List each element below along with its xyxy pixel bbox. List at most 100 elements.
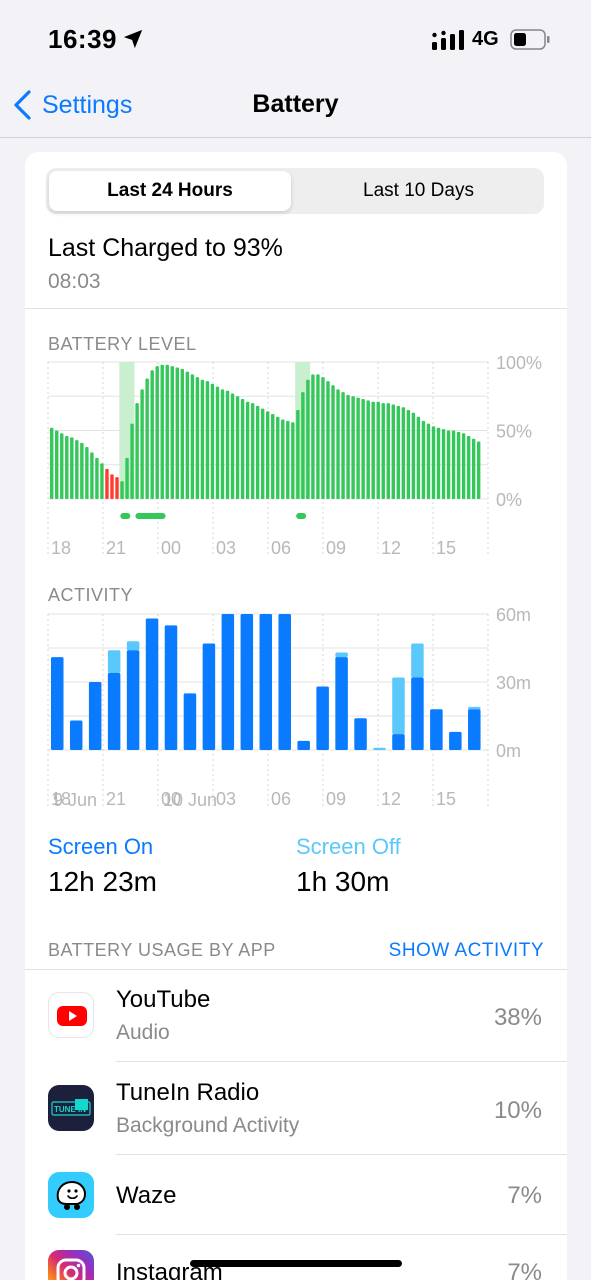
- battery-bar: [230, 393, 235, 499]
- battery-icon: [510, 29, 550, 50]
- app-row-tunein[interactable]: TUNE IN TuneIn Radio Background Activity…: [25, 1062, 567, 1155]
- screen-on-bar: [278, 614, 291, 750]
- battery-bar: [145, 378, 149, 499]
- screen-on-bar: [183, 693, 197, 750]
- y-tick-label: 0%: [496, 490, 522, 510]
- status-bar: 16:39 4G: [0, 0, 591, 80]
- x-tick-label: 18: [51, 789, 71, 809]
- battery-bar: [155, 366, 159, 499]
- battery-bar: [175, 367, 179, 499]
- battery-bar: [210, 383, 215, 499]
- youtube-icon: [48, 992, 94, 1038]
- battery-level-label: BATTERY LEVEL: [48, 334, 197, 354]
- battery-bar: [185, 371, 190, 499]
- battery-bar: [391, 404, 395, 499]
- battery-bar: [331, 385, 335, 499]
- page-title: Battery: [252, 90, 339, 118]
- screen-on-bar: [126, 650, 140, 750]
- screen-off-bar: [392, 677, 405, 735]
- screen-off-bar: [335, 652, 348, 658]
- app-row-waze[interactable]: Waze 7%: [25, 1155, 567, 1235]
- x-tick-label: 12: [381, 538, 401, 558]
- battery-bar: [120, 481, 124, 499]
- x-tick-label: 21: [106, 789, 126, 809]
- home-indicator[interactable]: [190, 1260, 402, 1267]
- y-tick-label: 30m: [496, 673, 531, 693]
- activity-chart[interactable]: 60m 30m 0m 18 21 00 03 06 09 12 15 9 Jun 10 Jun: [25, 152, 567, 832]
- battery-bar: [361, 398, 365, 499]
- battery-bar: [376, 401, 380, 499]
- screen-on-bar: [88, 682, 102, 750]
- battery-bar: [336, 389, 340, 499]
- screen-on-bar: [240, 614, 254, 750]
- battery-bar: [296, 409, 300, 499]
- screen-on-bar: [259, 614, 273, 750]
- battery-bar: [351, 396, 355, 499]
- instagram-icon: [48, 1250, 94, 1280]
- segment-last-24-hours[interactable]: Last 24 Hours: [49, 171, 291, 211]
- battery-bar: [461, 433, 466, 499]
- divider: [116, 1154, 567, 1155]
- battery-bar: [75, 440, 79, 499]
- screen-off-bar: [107, 650, 121, 673]
- battery-bar: [70, 437, 74, 499]
- screen-on-bar: [335, 657, 348, 750]
- screen-off-value: 1h 30m: [296, 866, 390, 897]
- battery-level-chart[interactable]: 100% 50% 0% 18 21 00 03 06 09 12 15: [25, 152, 567, 572]
- battery-bar: [266, 411, 270, 499]
- battery-bar: [316, 374, 320, 499]
- signal-strength-icon: [432, 30, 464, 50]
- battery-bar: [110, 474, 114, 499]
- x-tick-label: 00: [161, 538, 181, 558]
- battery-bar: [471, 438, 476, 499]
- screen-on-bar: [69, 720, 83, 750]
- battery-bar: [306, 379, 310, 499]
- back-button[interactable]: Settings: [12, 88, 132, 122]
- battery-bar: [220, 389, 225, 499]
- battery-bar: [436, 427, 441, 499]
- battery-bar: [431, 426, 436, 499]
- x-tick-label: 03: [216, 789, 236, 809]
- battery-bar: [240, 398, 245, 499]
- x-tick-label: 15: [436, 789, 456, 809]
- screen-on-label: Screen On: [48, 834, 154, 859]
- app-row-youtube[interactable]: YouTube Audio 38%: [25, 970, 567, 1062]
- y-tick-label: 100%: [496, 353, 542, 373]
- segment-last-10-days[interactable]: Last 10 Days: [363, 180, 474, 201]
- x-tick-label: 00: [161, 789, 181, 809]
- app-percentage: 38%: [493, 1004, 542, 1031]
- battery-bar: [286, 420, 290, 499]
- screen-on-bar: [221, 614, 235, 750]
- battery-bar: [95, 457, 99, 499]
- battery-card: Last 24 Hours Last 10 Days Last Charged …: [25, 152, 567, 1280]
- battery-bar: [205, 381, 210, 499]
- screen-on-bar: [354, 718, 367, 750]
- last-charged-label: Last Charged to 93%: [48, 234, 283, 262]
- y-tick-label: 0m: [496, 741, 521, 761]
- battery-bar: [150, 370, 154, 499]
- screen-on-bar: [449, 731, 462, 750]
- app-name: YouTube: [116, 986, 211, 1013]
- battery-bar: [105, 468, 109, 499]
- battery-bar: [371, 401, 375, 499]
- battery-bar: [170, 366, 174, 499]
- screen-on-bar: [107, 672, 121, 750]
- app-subtitle: Background Activity: [116, 1114, 300, 1137]
- app-row-instagram[interactable]: Instagram 7%: [25, 1235, 567, 1280]
- battery-bar: [90, 452, 94, 499]
- battery-bar: [281, 419, 285, 499]
- battery-bar: [401, 407, 406, 499]
- battery-bar: [271, 414, 275, 499]
- time-range-segmented-control: Last 24 Hours Last 10 Days: [46, 168, 544, 214]
- battery-bar: [60, 433, 64, 499]
- battery-bar: [416, 416, 421, 499]
- battery-bar: [476, 441, 481, 499]
- battery-bar: [441, 429, 446, 499]
- battery-bar: [311, 374, 315, 499]
- navigation-bar: Settings Battery: [0, 80, 591, 138]
- charging-marker: [135, 513, 166, 519]
- show-activity-button[interactable]: SHOW ACTIVITY: [388, 940, 544, 961]
- battery-bar: [180, 368, 185, 499]
- date-label: 9 Jun: [53, 790, 97, 810]
- screen-on-bar: [51, 657, 64, 750]
